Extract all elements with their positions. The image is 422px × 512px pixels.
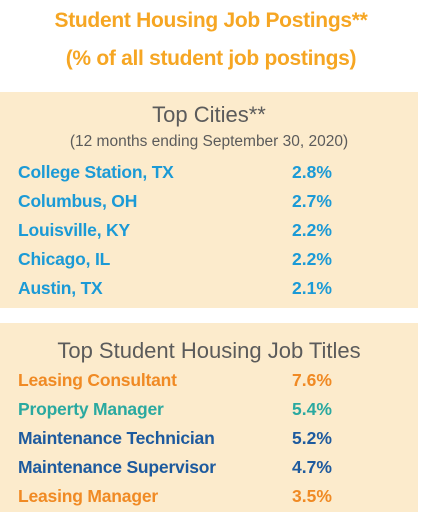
city-name: Louisville, KY <box>18 220 130 240</box>
top-cities-period: (12 months ending September 30, 2020) <box>69 133 349 150</box>
top-cities-heading: Top Cities** <box>152 102 266 127</box>
city-row: Austin, TX 2.1% <box>18 274 408 302</box>
top-cities-panel: Top Cities** (12 months ending September… <box>0 92 418 308</box>
top-job-titles-panel: Top Student Housing Job Titles Leasing C… <box>0 323 418 512</box>
job-title-row: Leasing Consultant 7.6% <box>18 366 408 394</box>
page-subtitle: (% of all student job postings) <box>65 47 357 70</box>
job-title-name: Leasing Consultant <box>18 370 177 390</box>
city-share: 2.2% <box>292 220 332 240</box>
city-row: Louisville, KY 2.2% <box>18 216 408 244</box>
job-title-share: 4.7% <box>292 457 332 477</box>
job-title-name: Property Manager <box>18 399 164 419</box>
job-title-row: Property Manager 5.4% <box>18 395 408 423</box>
city-row: Chicago, IL 2.2% <box>18 245 408 273</box>
job-title-row: Leasing Manager 3.5% <box>18 482 408 510</box>
city-share: 2.7% <box>292 191 332 211</box>
page-title: Student Housing Job Postings** <box>54 9 368 32</box>
city-name: Chicago, IL <box>18 249 111 269</box>
job-title-share: 3.5% <box>292 486 332 506</box>
job-title-share: 7.6% <box>292 370 332 390</box>
top-job-titles-heading: Top Student Housing Job Titles <box>57 338 361 363</box>
job-title-name: Maintenance Technician <box>18 428 215 448</box>
city-share: 2.8% <box>292 162 332 182</box>
city-name: Austin, TX <box>18 278 103 298</box>
job-title-row: Maintenance Technician 5.2% <box>18 424 408 452</box>
city-row: Columbus, OH 2.7% <box>18 187 408 215</box>
job-title-name: Maintenance Supervisor <box>18 457 216 477</box>
city-share: 2.2% <box>292 249 332 269</box>
job-title-row: Maintenance Supervisor 4.7% <box>18 453 408 481</box>
job-title-name: Leasing Manager <box>18 486 158 506</box>
city-row: College Station, TX 2.8% <box>18 158 408 186</box>
city-name: Columbus, OH <box>18 191 138 211</box>
city-share: 2.1% <box>292 278 332 298</box>
job-title-share: 5.4% <box>292 399 332 419</box>
job-title-share: 5.2% <box>292 428 332 448</box>
city-name: College Station, TX <box>18 162 174 182</box>
